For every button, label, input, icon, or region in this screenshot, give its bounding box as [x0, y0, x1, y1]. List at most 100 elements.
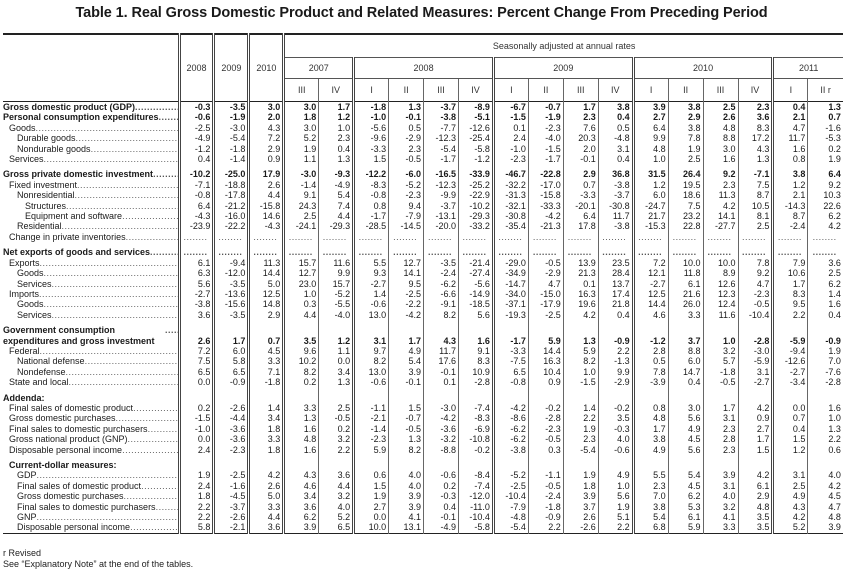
value-cell: 19.6	[562, 299, 599, 310]
value-cell	[318, 387, 354, 403]
value-cell: 2.0	[562, 143, 599, 155]
value-cell: 2.0	[247, 112, 284, 123]
value-cell: 3.8	[771, 164, 808, 180]
dot-leader	[39, 289, 177, 299]
value-cell: -1.1	[527, 470, 564, 481]
row-label-text: Services	[17, 278, 52, 289]
value-cell: -1.6	[807, 122, 843, 134]
value-cell: -8.3	[458, 413, 494, 424]
value-cell: ........	[702, 242, 738, 258]
row-label: Residential	[3, 221, 179, 231]
value-cell: 4.2	[771, 512, 808, 523]
value-cell: -0.5	[737, 299, 773, 310]
value-cell: 17.9	[247, 164, 284, 180]
value-cell: 1.7	[318, 101, 354, 113]
value-cell: 2.3	[737, 101, 773, 113]
value-cell: -7.6	[807, 366, 843, 378]
table-row: Equipment and software -4.3-16.014.62.54.…	[3, 211, 843, 222]
value-cell: 4.2	[737, 470, 773, 481]
value-cell: 4.7	[771, 122, 808, 134]
value-cell: 4.3	[282, 470, 319, 481]
table-row: Gross national product (GNP)0.0-3.63.34.…	[3, 434, 843, 445]
dot-leader	[36, 123, 178, 133]
value-cell: -4.8	[597, 133, 634, 144]
dot-leader	[85, 356, 178, 366]
value-cell: 0.5	[597, 122, 634, 134]
value-cell: 3.5	[282, 320, 319, 346]
table-row: Services3.6-3.52.94.4-4.013.0-4.28.25.6-…	[3, 309, 843, 321]
header-annual-2010: 2010	[247, 34, 284, 102]
value-cell: 1.3	[737, 154, 773, 165]
value-cell: 3.9	[702, 470, 738, 481]
value-cell: 3.2	[318, 491, 354, 502]
value-cell: 0.7	[807, 112, 843, 123]
value-cell: 10.0	[702, 257, 738, 269]
value-cell: 6.2	[667, 491, 704, 502]
row-label-text: Net exports of goods and services	[3, 247, 151, 258]
value-cell: 7.0	[631, 491, 669, 502]
value-cell: -14.3	[771, 200, 808, 212]
value-cell: 10.3	[807, 190, 843, 201]
value-cell: -16.0	[212, 211, 249, 222]
value-cell: -5.2	[318, 288, 354, 300]
value-cell: 1.0	[282, 288, 319, 300]
value-cell: -32.1	[491, 200, 529, 212]
value-cell: -15.8	[247, 200, 284, 212]
value-cell: 3.0	[667, 402, 704, 414]
value-cell: 1.2	[318, 112, 354, 123]
value-cell: -3.2	[423, 434, 459, 445]
value-cell: 10.4	[527, 366, 564, 378]
value-cell: -15.6	[212, 299, 249, 310]
value-cell: 0.4	[423, 501, 459, 513]
value-cell: -35.4	[491, 221, 529, 232]
value-cell: 7.9	[771, 257, 808, 269]
value-cell: 0.9	[737, 413, 773, 424]
value-cell: 9.2	[702, 164, 738, 180]
value-cell	[562, 387, 599, 403]
value-cell	[458, 455, 494, 471]
value-cell	[807, 387, 843, 403]
value-cell: 3.2	[702, 345, 738, 357]
value-cell	[247, 455, 284, 471]
table-header: 2008 2009 2010 Seasonally adjusted at an…	[3, 34, 843, 102]
value-cell: ........	[771, 242, 808, 258]
value-cell: 3.9	[807, 522, 843, 534]
value-cell: -12.6	[458, 122, 494, 134]
value-cell: ........	[631, 231, 669, 243]
value-cell: -2.7	[771, 366, 808, 378]
value-cell	[352, 455, 389, 471]
value-cell: 10.0	[352, 522, 389, 534]
value-cell: 4.9	[667, 423, 704, 435]
value-cell: 3.1	[771, 470, 808, 481]
dot-leader	[117, 460, 178, 470]
value-cell: ........	[177, 242, 214, 258]
value-cell: 9.5	[388, 278, 424, 289]
table-row: Gross domestic product (GDP)-0.3-3.53.03…	[3, 101, 843, 113]
value-cell: 23.2	[667, 211, 704, 222]
value-cell: 14.1	[702, 211, 738, 222]
value-cell: 6.5	[177, 366, 214, 378]
value-cell: ........	[247, 231, 284, 243]
value-cell: 0.0	[318, 356, 354, 367]
value-cell	[807, 455, 843, 471]
value-cell: ........	[597, 242, 634, 258]
value-cell: 1.2	[318, 320, 354, 346]
value-cell: -2.6	[212, 402, 249, 414]
value-cell: 6.4	[807, 164, 843, 180]
value-cell: 3.6	[282, 501, 319, 513]
value-cell: 5.9	[562, 345, 599, 357]
value-cell: 8.8	[667, 345, 704, 357]
row-label: Goods	[3, 268, 179, 278]
value-cell: -7.9	[491, 501, 529, 513]
value-cell: 0.6	[807, 444, 843, 455]
value-cell: -3.6	[423, 423, 459, 435]
row-label-text: Goods	[9, 122, 36, 133]
value-cell: -10.2	[177, 164, 214, 180]
row-label: Goods	[3, 299, 179, 309]
row-label: Final sales to domestic purchasers	[3, 424, 179, 434]
value-cell: 0.6	[352, 470, 389, 481]
value-cell: -9.1	[423, 299, 459, 310]
value-cell: 14.6	[247, 211, 284, 222]
value-cell: 2.5	[807, 268, 843, 279]
value-cell: 12.5	[247, 288, 284, 300]
